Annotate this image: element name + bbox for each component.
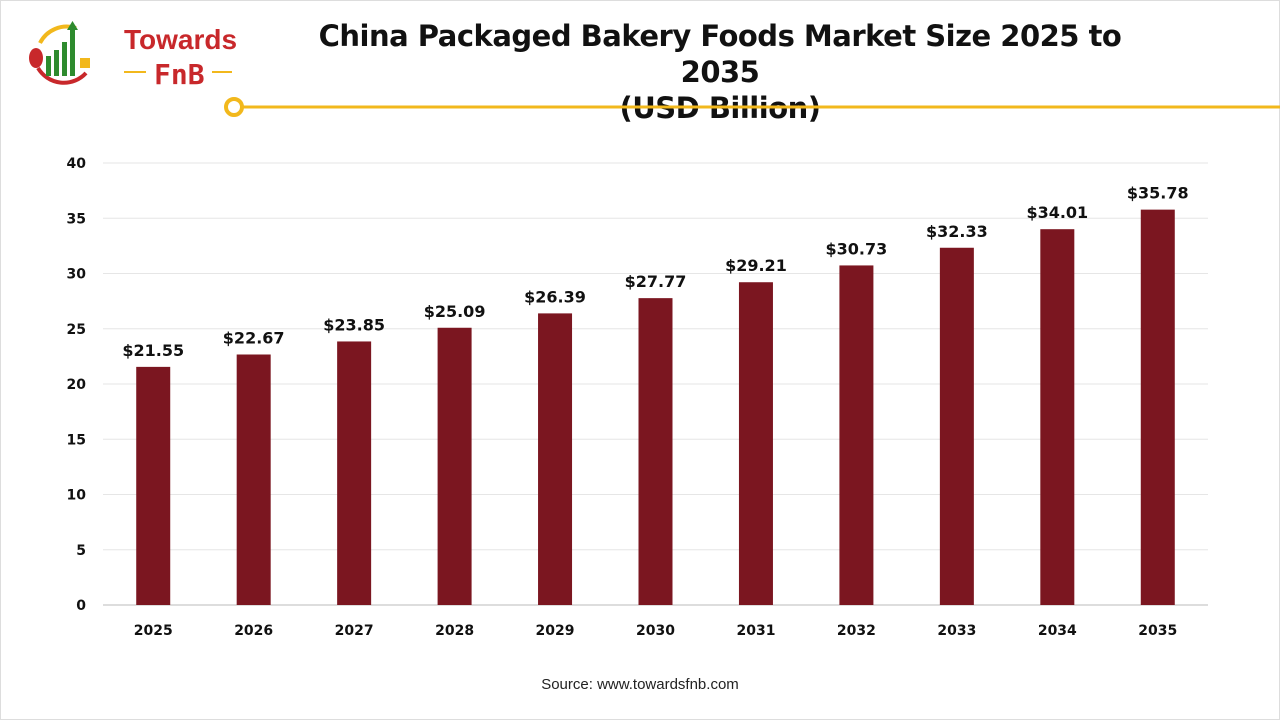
data-label: $30.73 <box>826 239 888 258</box>
data-label: $34.01 <box>1026 203 1088 222</box>
y-tick-label: 10 <box>67 488 87 504</box>
logo-text-towards: Towards <box>124 24 238 55</box>
x-tick-label: 2030 <box>636 623 675 639</box>
data-label: $26.39 <box>524 287 586 306</box>
y-tick-label: 5 <box>76 543 86 559</box>
y-tick-label: 15 <box>67 432 86 448</box>
bar-2035 <box>1140 209 1175 606</box>
bar-2032 <box>839 265 874 605</box>
x-tick-label: 2034 <box>1038 623 1077 639</box>
x-tick-label: 2026 <box>234 623 273 639</box>
y-tick-label: 35 <box>67 211 86 227</box>
data-label: $21.55 <box>122 341 184 360</box>
bar-2026 <box>236 354 271 605</box>
source-note: Source: www.towardsfnb.com <box>541 676 739 693</box>
x-tick-label: 2033 <box>937 623 976 639</box>
data-label: $22.67 <box>223 328 285 347</box>
bar-2027 <box>337 341 372 605</box>
data-label: $27.77 <box>625 272 687 291</box>
x-tick-label: 2029 <box>536 623 575 639</box>
x-tick-label: 2031 <box>736 623 775 639</box>
bar-2025 <box>136 366 171 605</box>
towards-fnb-logo: Towards FnB <box>26 18 237 91</box>
y-tick-label: 30 <box>67 267 87 283</box>
data-label: $29.21 <box>725 256 787 275</box>
title-line-1: China Packaged Bakery Foods Market Size … <box>318 19 1122 89</box>
data-label: $25.09 <box>424 302 486 321</box>
x-tick-label: 2025 <box>134 623 173 639</box>
y-tick-label: 0 <box>76 598 86 614</box>
y-tick-label: 25 <box>67 322 86 338</box>
data-label: $23.85 <box>323 315 385 334</box>
x-tick-label: 2032 <box>837 623 876 639</box>
logo-text-fnb: FnB <box>154 58 205 91</box>
bar-2030 <box>638 298 673 605</box>
data-label: $35.78 <box>1127 184 1189 203</box>
y-tick-label: 20 <box>67 377 87 393</box>
bar-2033 <box>939 247 974 606</box>
bar-2034 <box>1040 229 1075 605</box>
bar-2031 <box>738 282 773 605</box>
x-tick-label: 2035 <box>1138 623 1177 639</box>
x-tick-label: 2028 <box>435 623 474 639</box>
x-tick-label: 2027 <box>335 623 374 639</box>
bar-2028 <box>437 327 472 605</box>
bar-2029 <box>538 313 573 605</box>
y-tick-label: 40 <box>67 156 87 172</box>
logo-icon <box>29 21 90 85</box>
data-label: $32.33 <box>926 222 988 241</box>
accent-dot <box>224 97 244 117</box>
